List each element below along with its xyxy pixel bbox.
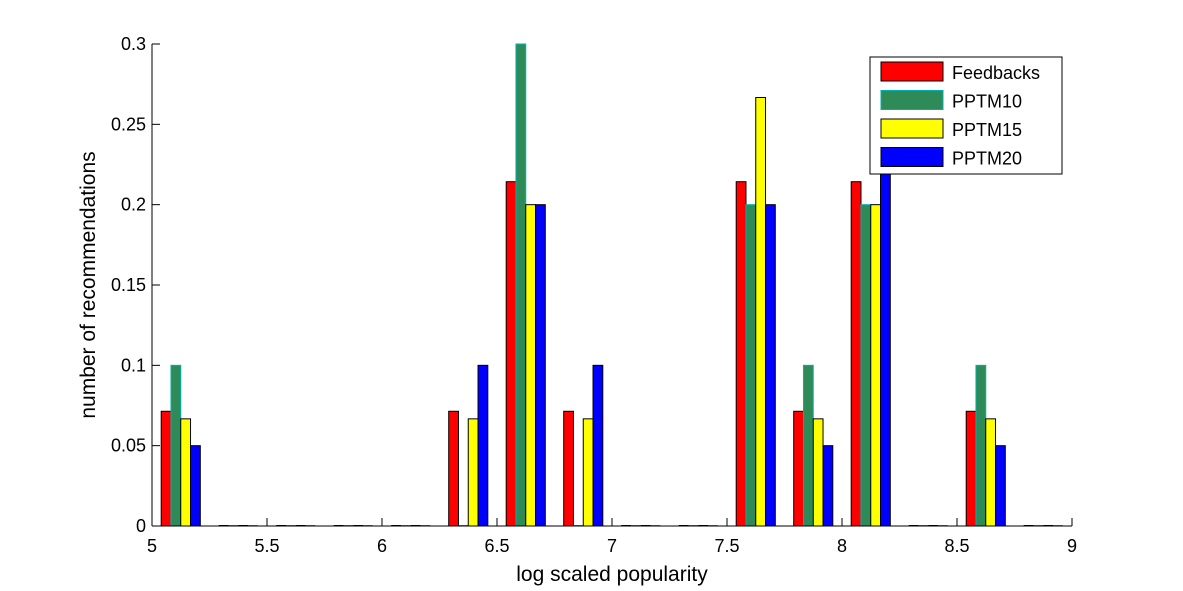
- bar-pptm20: [535, 204, 546, 527]
- x-tick-label: 9: [1067, 536, 1077, 556]
- y-tick-label: 0.05: [111, 436, 146, 456]
- y-tick-label: 0.15: [111, 275, 146, 295]
- legend-label-feedbacks: Feedbacks: [952, 63, 1040, 83]
- x-tick-label: 8: [837, 536, 847, 556]
- bar-pptm10: [860, 204, 872, 527]
- bar-pptm15: [870, 204, 882, 527]
- bar-pptm20: [880, 123, 891, 527]
- bars-group: [160, 43, 1063, 527]
- axes-group: 5 5.5 6 6.5 7 7.5 8 8.5 9 0 0.05 0.1 0.15 0.2 0.25 0.3: [111, 34, 1077, 556]
- x-tick-label: 5.5: [254, 536, 279, 556]
- x-tick-label: 7.5: [714, 536, 739, 556]
- legend-swatch-pptm15: [880, 118, 944, 139]
- bar-pptm10: [975, 364, 987, 527]
- bar-pptm15: [755, 97, 767, 527]
- bar-pptm10: [802, 364, 814, 527]
- x-tick-label: 6.5: [484, 536, 509, 556]
- bar-pptm20: [995, 445, 1006, 527]
- bar-feedbacks: [735, 181, 747, 527]
- bar-pptm10: [745, 204, 757, 527]
- bar-pptm20: [592, 364, 604, 527]
- y-tick-label: 0.25: [111, 114, 146, 134]
- bar-pptm15: [525, 204, 537, 527]
- x-tick-label: 5: [147, 536, 157, 556]
- legend-label-pptm15: PPTM15: [952, 120, 1022, 140]
- x-tick-label: 7: [607, 536, 617, 556]
- bar-pptm15: [467, 418, 479, 527]
- x-tick-label: 8.5: [944, 536, 969, 556]
- x-tick-label: 6: [377, 536, 387, 556]
- bar-pptm20: [190, 445, 201, 527]
- legend-label-pptm10: PPTM10: [952, 92, 1022, 112]
- bar-pptm10: [515, 43, 527, 527]
- y-tick-label: 0: [136, 516, 146, 536]
- bar-pptm10: [170, 364, 182, 527]
- legend-swatch-pptm10: [880, 90, 944, 110]
- legend-label-pptm20: PPTM20: [952, 149, 1022, 169]
- bar-pptm20: [822, 445, 834, 527]
- x-axis-label: log scaled popularity: [516, 563, 708, 586]
- y-axis-label: number of recommendations: [77, 151, 100, 418]
- bar-pptm20: [477, 364, 489, 527]
- bar-feedbacks: [793, 410, 804, 527]
- bar-feedbacks: [448, 410, 459, 527]
- bar-feedbacks: [850, 181, 862, 527]
- bar-pptm15: [180, 418, 192, 527]
- y-tick-label: 0.1: [121, 355, 146, 375]
- bar-pptm15: [812, 418, 824, 527]
- y-tick-label: 0.3: [121, 34, 146, 54]
- legend-swatch-feedbacks: [880, 61, 944, 82]
- legend-swatch-pptm20: [880, 147, 944, 167]
- bar-feedbacks: [160, 410, 172, 527]
- bar-pptm15: [582, 418, 594, 527]
- legend: Feedbacks PPTM10 PPTM15 PPTM20: [869, 56, 1063, 175]
- bar-pptm20: [765, 204, 776, 527]
- bar-feedbacks: [505, 181, 517, 527]
- bar-pptm15: [985, 418, 997, 527]
- bar-feedbacks: [563, 410, 574, 527]
- y-tick-label: 0.2: [121, 195, 146, 215]
- bar-feedbacks: [965, 410, 977, 527]
